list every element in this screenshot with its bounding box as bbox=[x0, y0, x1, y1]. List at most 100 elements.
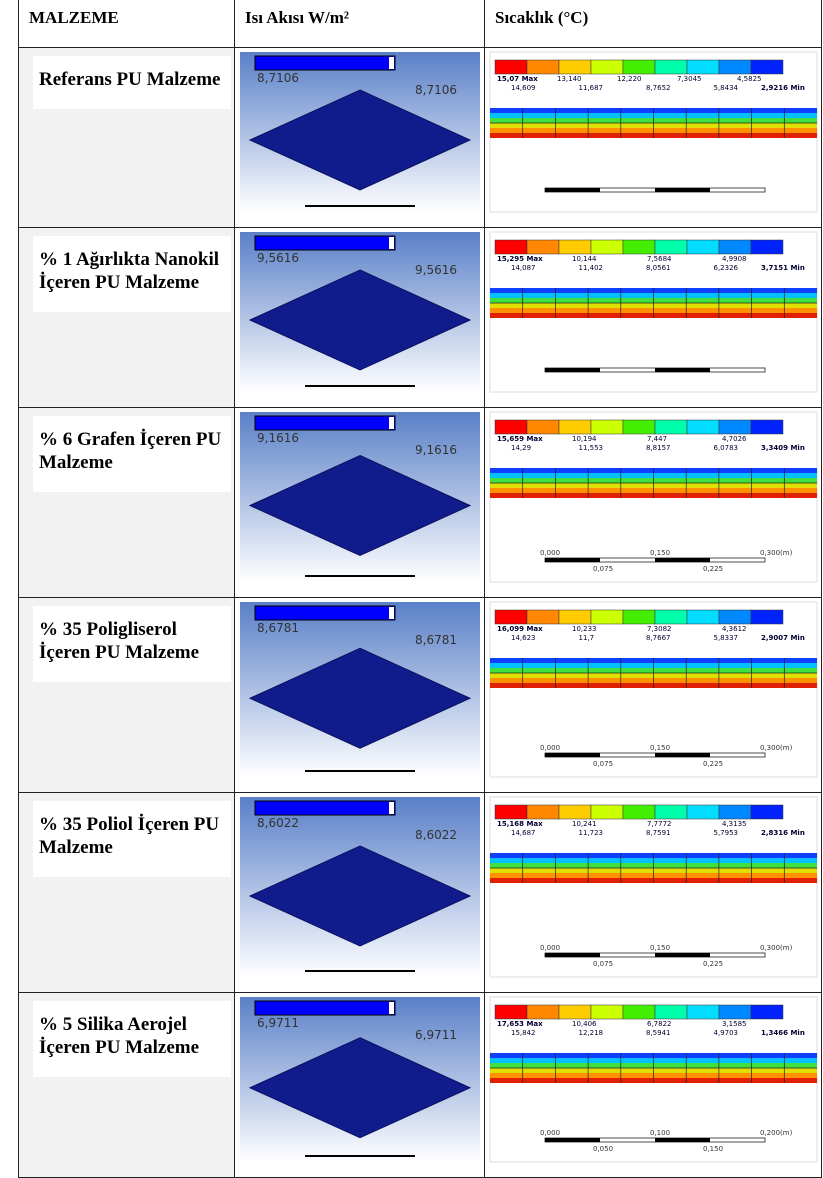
scale-bar bbox=[655, 1138, 710, 1142]
color-key bbox=[527, 240, 559, 254]
color-key bbox=[559, 420, 591, 434]
color-key bbox=[623, 240, 655, 254]
scale-label: 0,075 bbox=[593, 565, 613, 573]
legend-label: 2,8316 Min bbox=[761, 829, 805, 837]
heat-flux-cell: 9,5616 9,5616 bbox=[235, 228, 485, 408]
color-key bbox=[751, 240, 783, 254]
legend-label: 2,9216 Min bbox=[761, 84, 805, 92]
header-text: Sıcaklık (°C) bbox=[495, 8, 588, 27]
temperature-cell: 15,659 Max10,1947,4474,702614,2911,5538,… bbox=[485, 408, 822, 598]
color-key bbox=[559, 240, 591, 254]
color-key bbox=[623, 805, 655, 819]
legend-label: 4,5825 bbox=[737, 75, 762, 83]
scale-label: 0,225 bbox=[703, 760, 723, 768]
legend-label: 12,220 bbox=[617, 75, 642, 83]
color-key bbox=[623, 420, 655, 434]
color-key bbox=[751, 420, 783, 434]
material-cell: % 6 Grafen İçeren PU Malzeme bbox=[18, 408, 235, 598]
page: MALZEME Isı Akısı W/m² Sıcaklık (°C) Ref… bbox=[0, 0, 823, 1178]
flux-label: 8,6022 bbox=[415, 828, 457, 842]
color-key bbox=[591, 805, 623, 819]
material-label: % 35 Poligliserol İçeren PU Malzeme bbox=[39, 618, 223, 664]
header-cell: MALZEME bbox=[18, 0, 235, 48]
legend-label: 12,218 bbox=[579, 1029, 604, 1037]
color-key bbox=[591, 420, 623, 434]
legend-label: 10,406 bbox=[572, 1020, 597, 1028]
header-text: MALZEME bbox=[29, 8, 119, 27]
scale-label: 0,100 bbox=[650, 1129, 670, 1137]
material-cell: % 35 Poligliserol İçeren PU Malzeme bbox=[18, 598, 235, 793]
color-key bbox=[751, 1005, 783, 1019]
legend-label: 7,5684 bbox=[647, 255, 672, 263]
color-key bbox=[559, 805, 591, 819]
scale-label: 0,150 bbox=[703, 1145, 723, 1153]
legend-label: 8,0561 bbox=[646, 264, 671, 272]
scale-label: 0,150 bbox=[650, 744, 670, 752]
color-key bbox=[495, 1005, 527, 1019]
scale-label: 0,225 bbox=[703, 565, 723, 573]
color-key bbox=[655, 1005, 687, 1019]
scale-bar bbox=[655, 953, 710, 957]
flux-label: 8,6022 bbox=[257, 816, 299, 830]
color-key bbox=[719, 610, 751, 624]
legend-bar bbox=[255, 1001, 395, 1015]
legend-label: 15,659 Max bbox=[497, 435, 543, 443]
legend-label: 6,2326 bbox=[714, 264, 739, 272]
legend-label: 4,9908 bbox=[722, 255, 747, 263]
color-key bbox=[495, 805, 527, 819]
material-cell: Referans PU Malzeme bbox=[18, 48, 235, 228]
legend-label: 7,7772 bbox=[647, 820, 672, 828]
legend-label: 3,3409 Min bbox=[761, 444, 805, 452]
color-key bbox=[719, 60, 751, 74]
color-key bbox=[687, 240, 719, 254]
header-cell: Sıcaklık (°C) bbox=[485, 0, 822, 48]
legend-label: 16,099 Max bbox=[497, 625, 543, 633]
legend-label: 15,168 Max bbox=[497, 820, 543, 828]
material-label: % 5 Silika Aerojel İçeren PU Malzeme bbox=[39, 1013, 223, 1059]
legend-bar bbox=[255, 606, 395, 620]
legend-label: 10,241 bbox=[572, 820, 597, 828]
color-key bbox=[751, 610, 783, 624]
legend-label: 14,623 bbox=[511, 634, 536, 642]
color-key bbox=[719, 420, 751, 434]
scale-label: 0,200(m) bbox=[760, 1129, 793, 1137]
color-key bbox=[687, 805, 719, 819]
legend-end bbox=[389, 417, 394, 429]
color-key bbox=[655, 610, 687, 624]
legend-label: 6,0783 bbox=[714, 444, 739, 452]
flux-label: 8,7106 bbox=[257, 71, 299, 85]
scale-label: 0,075 bbox=[593, 960, 613, 968]
material-cell: % 1 Ağırlıkta Nanokil İçeren PU Malzeme bbox=[18, 228, 235, 408]
color-key bbox=[527, 805, 559, 819]
legend-label: 11,7 bbox=[579, 634, 595, 642]
color-key bbox=[687, 420, 719, 434]
color-key bbox=[495, 240, 527, 254]
color-key bbox=[559, 610, 591, 624]
color-key bbox=[687, 610, 719, 624]
material-label: % 35 Poliol İçeren PU Malzeme bbox=[39, 813, 223, 859]
scale-bar bbox=[655, 188, 710, 192]
scale-bar bbox=[545, 1138, 600, 1142]
color-key bbox=[719, 1005, 751, 1019]
legend-label: 5,8337 bbox=[714, 634, 739, 642]
color-key bbox=[751, 805, 783, 819]
legend-label: 5,7953 bbox=[714, 829, 739, 837]
scale-label: 0,300(m) bbox=[760, 944, 793, 952]
legend-label: 14,29 bbox=[511, 444, 531, 452]
flux-label: 9,5616 bbox=[257, 251, 299, 265]
material-box: % 1 Ağırlıkta Nanokil İçeren PU Malzeme bbox=[33, 236, 231, 312]
heat-flux-image: 8,6022 8,6022 bbox=[235, 793, 485, 993]
scale-label: 0,000 bbox=[540, 944, 560, 952]
material-cell: % 5 Silika Aerojel İçeren PU Malzeme bbox=[18, 993, 235, 1178]
color-key bbox=[719, 240, 751, 254]
legend-label: 11,723 bbox=[579, 829, 604, 837]
legend-label: 7,3082 bbox=[647, 625, 672, 633]
flux-label: 9,5616 bbox=[415, 263, 457, 277]
scale-bar bbox=[545, 753, 600, 757]
